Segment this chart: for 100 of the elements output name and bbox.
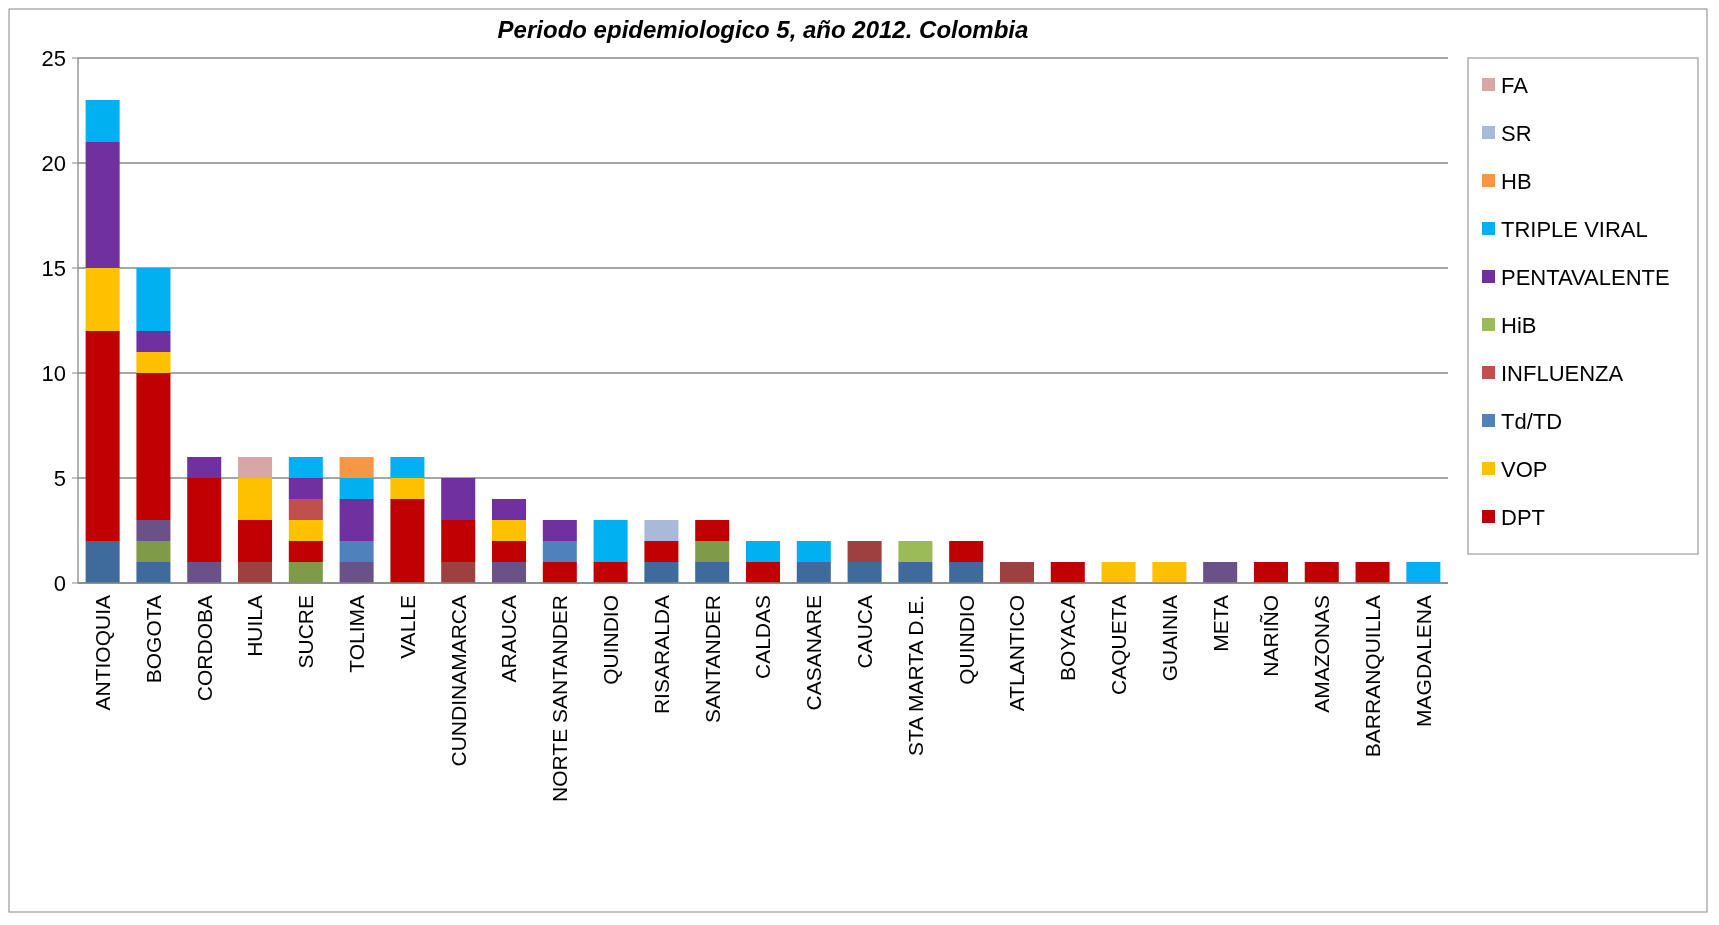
bar	[390, 499, 425, 583]
bar	[644, 541, 679, 562]
x-tick-label: CASANARE	[802, 595, 826, 711]
bar	[390, 457, 425, 478]
legend-label: HiB	[1501, 312, 1537, 338]
bar	[1355, 562, 1390, 583]
bar	[542, 520, 577, 541]
x-tick-label: QUINDIO	[598, 595, 622, 685]
bar	[136, 268, 171, 331]
x-tick-label: SANTANDER	[700, 595, 724, 723]
bar	[695, 520, 730, 541]
bar	[492, 562, 527, 583]
bar	[339, 499, 374, 541]
bar	[492, 541, 527, 562]
legend-label: HB	[1501, 168, 1532, 194]
y-tick-label: 0	[53, 570, 66, 596]
x-tick-label: NORTE SANTANDER	[548, 595, 572, 802]
y-tick-label: 25	[41, 45, 66, 71]
bar	[796, 541, 831, 562]
legend-label: PENTAVALENTE	[1501, 264, 1670, 290]
bar	[187, 562, 222, 583]
bar	[288, 457, 323, 478]
x-tick-label: META	[1208, 595, 1232, 652]
bar	[1406, 562, 1441, 583]
x-tick-label: CAQUETA	[1106, 595, 1130, 695]
x-tick-label: AMAZONAS	[1310, 595, 1334, 713]
bar	[593, 520, 628, 562]
bar	[949, 562, 984, 583]
bar	[187, 457, 222, 478]
bar	[288, 478, 323, 499]
bar	[593, 562, 628, 583]
x-tick-label: RISARALDA	[649, 595, 673, 715]
legend-label: INFLUENZA	[1501, 360, 1624, 386]
x-tick-label: GUAINIA	[1157, 595, 1181, 682]
bar	[745, 562, 781, 583]
x-tick-label: NARIÑO	[1259, 595, 1283, 677]
bar	[288, 562, 323, 583]
x-tick-label: VALLE	[395, 595, 419, 659]
y-tick-label: 10	[41, 360, 66, 386]
bar	[136, 331, 171, 352]
bar	[644, 562, 679, 583]
bar	[542, 541, 577, 562]
bar	[441, 562, 476, 583]
legend-label: FA	[1501, 72, 1529, 98]
bar	[85, 268, 120, 331]
bar	[1203, 562, 1238, 583]
bar	[85, 331, 120, 541]
x-tick-label: MAGDALENA	[1411, 595, 1435, 727]
bar	[136, 562, 171, 583]
legend-label: DPT	[1501, 504, 1545, 530]
x-tick-label: ARAUCA	[497, 595, 521, 683]
x-tick-label: QUINDIO	[954, 595, 978, 685]
bar	[847, 541, 882, 562]
x-tick-label: STA MARTA D.E.	[903, 595, 927, 757]
bar	[949, 541, 984, 562]
x-tick-label: ATLANTICO	[1005, 595, 1029, 712]
legend-label: TRIPLE VIRAL	[1501, 216, 1648, 242]
bar	[695, 562, 730, 583]
bar	[339, 457, 374, 478]
x-tick-label: CAUCA	[852, 595, 876, 669]
bar	[492, 520, 527, 541]
x-tick-label: CUNDINAMARCA	[446, 595, 470, 767]
bar	[542, 562, 577, 583]
bar	[1253, 562, 1288, 583]
bar	[136, 541, 171, 562]
bar	[999, 562, 1034, 583]
bar	[796, 562, 831, 583]
y-tick-label: 15	[41, 255, 66, 281]
bar	[1101, 562, 1136, 583]
legend-label: SR	[1501, 120, 1532, 146]
bar	[85, 142, 120, 268]
bar	[390, 478, 425, 499]
x-tick-label: BOYACA	[1056, 595, 1080, 681]
bar	[441, 478, 476, 520]
x-tick-label: HUILA	[243, 595, 267, 657]
chart-title: Periodo epidemiologico 5, año 2012. Colombia	[497, 16, 1029, 43]
bar	[1050, 562, 1085, 583]
bar	[238, 457, 273, 478]
bar	[644, 520, 679, 541]
bar	[1304, 562, 1339, 583]
bar	[85, 541, 120, 583]
bar	[238, 562, 273, 583]
bar	[745, 541, 781, 562]
bar	[339, 562, 374, 583]
x-tick-label: BOGOTA	[141, 595, 165, 684]
bar	[339, 478, 374, 499]
x-tick-label: SUCRE	[294, 595, 318, 669]
bar	[288, 541, 323, 562]
bar	[187, 478, 222, 562]
y-tick-label: 20	[41, 150, 66, 176]
x-tick-label: CORDOBA	[192, 595, 216, 702]
x-tick-label: TOLIMA	[344, 595, 368, 673]
bar	[695, 541, 730, 562]
bar	[898, 541, 933, 562]
bar	[288, 520, 323, 541]
legend-label: Td/TD	[1501, 408, 1563, 434]
legend-label: VOP	[1501, 456, 1548, 482]
y-tick-label: 5	[53, 465, 66, 491]
bar	[238, 520, 273, 562]
bar	[136, 373, 171, 520]
